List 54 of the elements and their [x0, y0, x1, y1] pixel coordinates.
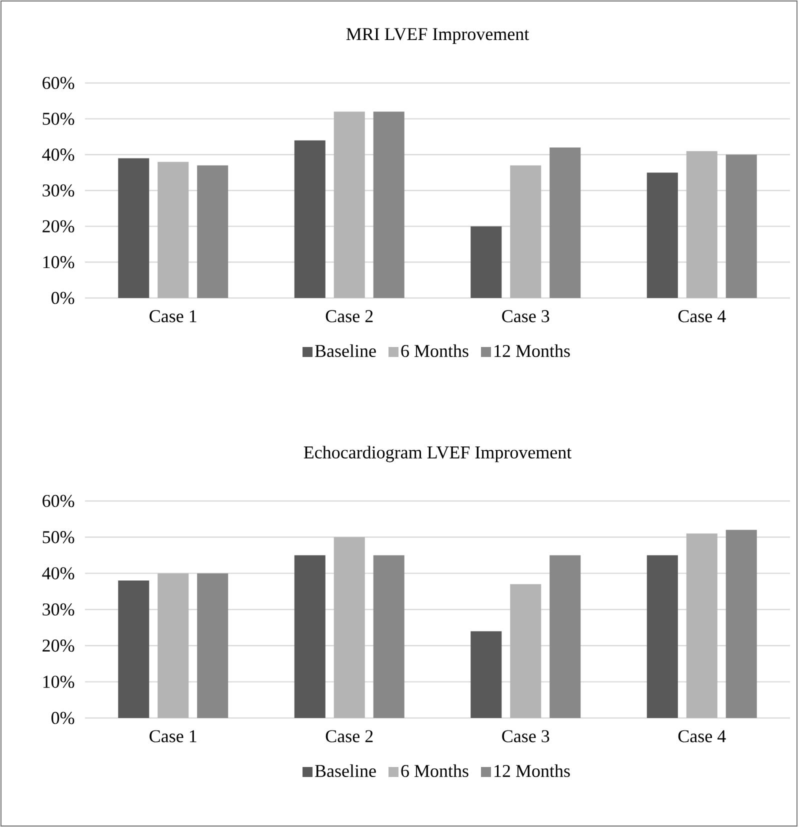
bar [334, 112, 365, 298]
y-tick-label: 40% [42, 567, 74, 580]
bar [158, 573, 189, 718]
bar [373, 112, 404, 298]
y-tick-label: 50% [42, 531, 74, 544]
bar [470, 226, 502, 298]
bar [334, 537, 365, 718]
chart-title: MRI LVEF Improvement [346, 28, 530, 44]
bar [158, 162, 189, 298]
y-tick-label: 20% [42, 640, 74, 652]
bar [510, 584, 542, 718]
bar [646, 555, 678, 718]
bar [686, 534, 718, 718]
bar [510, 165, 542, 298]
bar [373, 555, 404, 718]
bar [197, 165, 228, 298]
chart-title: Echocardiogram LVEF Improvement [304, 446, 572, 462]
x-tick-label: Case 3 [502, 730, 550, 742]
bar [726, 154, 757, 298]
bar [726, 530, 757, 718]
bar [470, 631, 502, 718]
y-tick-label: 10% [43, 676, 74, 688]
x-tick-label: Case 1 [150, 730, 196, 742]
y-tick-label: 50% [42, 112, 74, 125]
legend-label: 6 Months [401, 764, 468, 778]
y-tick-label: 20% [42, 220, 74, 232]
y-tick-label: 10% [43, 256, 74, 268]
bar [294, 555, 326, 718]
x-tick-label: Case 3 [502, 310, 550, 322]
x-tick-label: Case 2 [326, 310, 373, 322]
legend-label: 6 Months [401, 344, 468, 358]
y-tick-label: 30% [42, 603, 74, 616]
x-tick-label: Case 4 [678, 310, 726, 322]
bar [197, 573, 228, 718]
legend-label: 12 Months [494, 764, 570, 778]
bar [686, 151, 718, 298]
bar [294, 140, 326, 298]
y-tick-label: 60% [42, 76, 74, 90]
legend-label: 12 Months [494, 344, 570, 358]
legend-label: Baseline [315, 764, 376, 778]
legend-label: Baseline [315, 344, 376, 358]
y-tick-label: 0% [51, 712, 74, 724]
y-tick-label: 30% [42, 184, 74, 197]
x-tick-label: Case 1 [150, 310, 196, 322]
y-tick-label: 60% [42, 494, 74, 508]
y-tick-label: 40% [42, 148, 74, 161]
bar [646, 172, 678, 298]
x-tick-label: Case 4 [678, 730, 726, 742]
bar [550, 555, 581, 718]
bar [118, 158, 150, 298]
x-tick-label: Case 2 [326, 730, 373, 742]
bar [550, 147, 581, 298]
y-tick-label: 0% [51, 292, 74, 304]
bar [118, 580, 150, 718]
